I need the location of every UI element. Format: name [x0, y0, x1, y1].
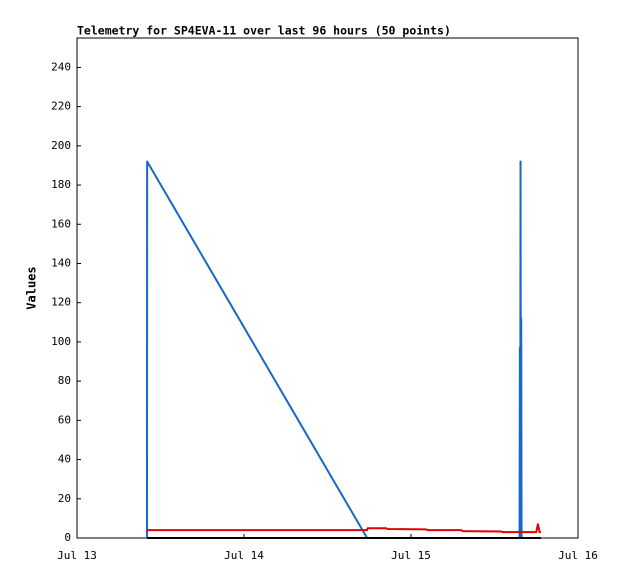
y-tick-label: 160: [51, 217, 71, 230]
y-tick-label: 0: [64, 531, 71, 544]
y-tick-label: 220: [51, 100, 71, 113]
y-tick-label: 120: [51, 296, 71, 309]
x-tick-label: Jul 13: [57, 549, 97, 562]
y-tick-label: 240: [51, 60, 71, 73]
y-tick-label: 20: [58, 492, 71, 505]
x-tick-label: Jul 15: [391, 549, 431, 562]
y-tick-label: 80: [58, 374, 71, 387]
chart-title: Telemetry for SP4EVA-11 over last 96 hou…: [77, 24, 451, 38]
y-axis-label: Values: [25, 266, 39, 309]
x-tick-label: Jul 16: [558, 549, 598, 562]
plot-frame: [76, 37, 579, 539]
y-tick-label: 40: [58, 453, 71, 466]
y-tick-label: 200: [51, 139, 71, 152]
y-tick-label: 180: [51, 178, 71, 191]
y-tick-label: 60: [58, 413, 71, 426]
y-tick-label: 140: [51, 256, 71, 269]
series-line: [145, 160, 541, 539]
y-tick-label: 100: [51, 335, 71, 348]
x-tick-label: Jul 14: [224, 549, 264, 562]
series-line: [146, 523, 541, 534]
